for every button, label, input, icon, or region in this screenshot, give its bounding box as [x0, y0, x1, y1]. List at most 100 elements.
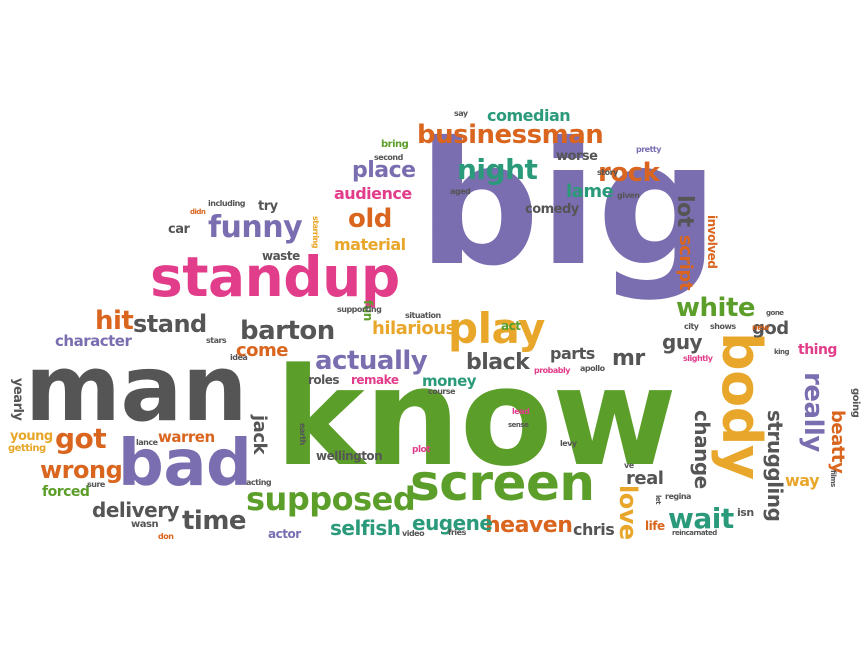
cloud-word: regina: [665, 492, 691, 501]
cloud-word: yearly: [10, 378, 25, 421]
cloud-word: businessman: [417, 120, 604, 150]
cloud-word: black: [466, 350, 530, 375]
cloud-word: waste: [262, 249, 300, 263]
cloud-word: fries: [448, 528, 466, 537]
cloud-word: lame: [566, 181, 614, 202]
cloud-word: plot: [412, 445, 431, 455]
cloud-word: lead: [512, 407, 530, 416]
cloud-word: struggling: [763, 410, 787, 522]
cloud-word: funny: [208, 210, 303, 245]
cloud-word: going: [850, 388, 861, 418]
cloud-word: actor: [268, 527, 301, 541]
cloud-word: roles: [308, 373, 340, 387]
cloud-word: wrong: [40, 456, 123, 484]
cloud-word: come: [236, 340, 289, 361]
cloud-word: rock: [598, 158, 660, 188]
cloud-word: material: [334, 235, 406, 254]
cloud-word: change: [690, 410, 714, 489]
cloud-word: way: [785, 471, 820, 490]
cloud-word: mr: [612, 346, 645, 371]
cloud-word: really: [798, 372, 828, 452]
cloud-word: heaven: [485, 513, 573, 538]
cloud-word: audience: [334, 184, 412, 203]
cloud-word: idea: [230, 353, 248, 362]
cloud-word: know: [275, 339, 677, 496]
cloud-word: story: [597, 168, 618, 177]
cloud-word: warren: [158, 428, 215, 446]
cloud-word: man: [25, 335, 247, 442]
cloud-word: reincarnated: [672, 529, 717, 537]
cloud-word: script: [675, 235, 696, 290]
cloud-word: character: [55, 332, 132, 350]
cloud-word: big: [418, 106, 719, 304]
cloud-word: comedy: [525, 202, 579, 217]
cloud-word: don: [158, 532, 174, 541]
cloud-word: jack: [249, 415, 270, 454]
cloud-word: act: [501, 319, 521, 333]
cloud-word: stars: [206, 336, 227, 345]
cloud-word: parts: [550, 344, 595, 363]
cloud-word: given: [617, 191, 640, 200]
cloud-word: didn: [190, 208, 206, 216]
cloud-word: probably: [534, 366, 570, 375]
cloud-word: actually: [315, 346, 428, 376]
cloud-word: delivery: [92, 498, 180, 522]
cloud-word: lance: [136, 438, 158, 447]
cloud-word: king: [774, 348, 790, 356]
cloud-word: got: [55, 422, 107, 455]
cloud-word: bad: [118, 427, 252, 501]
cloud-word: new: [752, 323, 770, 332]
cloud-word: try: [258, 199, 278, 214]
cloud-word: wait: [668, 502, 734, 535]
cloud-word: films: [829, 470, 837, 487]
cloud-word: time: [182, 506, 247, 536]
cloud-word: situation: [405, 311, 441, 320]
cloud-word: wasn: [131, 519, 159, 530]
cloud-word: money: [422, 372, 477, 390]
cloud-word: chris: [573, 520, 615, 539]
cloud-word: getting: [8, 443, 46, 454]
cloud-word: supporting: [337, 305, 382, 314]
cloud-word: gone: [766, 309, 784, 317]
cloud-word: aged: [450, 187, 471, 196]
cloud-word: real: [626, 468, 664, 489]
cloud-word: place: [352, 158, 416, 183]
cloud-word: hit: [95, 306, 134, 336]
cloud-word: selfish: [330, 516, 401, 540]
cloud-word: forced: [42, 484, 90, 500]
cloud-word: thing: [798, 342, 837, 358]
cloud-word: apollo: [580, 364, 605, 373]
cloud-word: sure: [87, 480, 105, 489]
cloud-word: barton: [240, 316, 335, 346]
cloud-word: screen: [410, 454, 595, 512]
cloud-word: comedian: [487, 106, 571, 125]
cloud-word: isn: [737, 506, 754, 519]
cloud-word: bring: [381, 139, 409, 150]
cloud-word: play: [448, 304, 545, 353]
cloud-word: involved: [705, 215, 719, 269]
cloud-word: including: [208, 199, 246, 208]
cloud-word: lot: [672, 195, 697, 227]
cloud-word: slightly: [683, 354, 713, 363]
cloud-word: old: [348, 204, 392, 234]
cloud-word: city: [684, 322, 699, 331]
cloud-word: white: [676, 293, 756, 323]
cloud-word: ve: [624, 461, 634, 470]
cloud-word: let: [654, 495, 662, 504]
cloud-word: video: [402, 529, 425, 538]
cloud-word: starring: [311, 216, 320, 249]
cloud-word: love: [614, 485, 642, 540]
cloud-word: acting: [246, 478, 272, 487]
cloud-word: levy: [560, 439, 577, 448]
cloud-word: eugene: [412, 511, 493, 535]
cloud-word: life: [645, 519, 665, 533]
cloud-word: earth: [298, 423, 307, 445]
cloud-word: pretty: [636, 145, 661, 154]
cloud-word: body: [710, 332, 773, 480]
cloud-word: supposed: [246, 480, 416, 518]
cloud-word: night: [457, 153, 538, 186]
cloud-word: remake: [351, 373, 399, 387]
cloud-word: shows: [710, 322, 736, 331]
cloud-word: young: [10, 429, 53, 444]
